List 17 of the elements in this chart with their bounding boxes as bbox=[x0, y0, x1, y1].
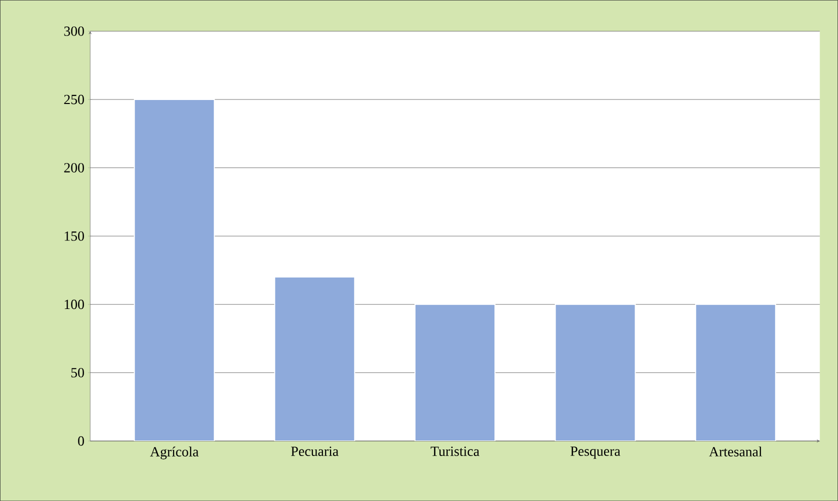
x-tick-label: Agrícola bbox=[150, 446, 199, 460]
y-tick-label: 300 bbox=[64, 26, 84, 36]
y-tick-label: 200 bbox=[64, 162, 84, 172]
y-tick-label: 0 bbox=[78, 436, 84, 446]
x-tick-label: Artesanal bbox=[709, 446, 762, 456]
bar bbox=[134, 98, 215, 441]
bar bbox=[554, 304, 636, 441]
bar bbox=[695, 304, 776, 441]
y-tick-label: 250 bbox=[64, 94, 84, 104]
x-tick-label: Turistica bbox=[430, 446, 480, 456]
y-tick-label: 150 bbox=[64, 231, 84, 241]
x-tick-label: Pecuaria bbox=[291, 446, 338, 456]
y-tick-label: 50 bbox=[71, 368, 84, 378]
y-tick-label: 100 bbox=[64, 300, 84, 310]
x-tick-label: Pesquera bbox=[570, 446, 620, 459]
bar bbox=[414, 304, 496, 441]
bar bbox=[274, 276, 356, 441]
